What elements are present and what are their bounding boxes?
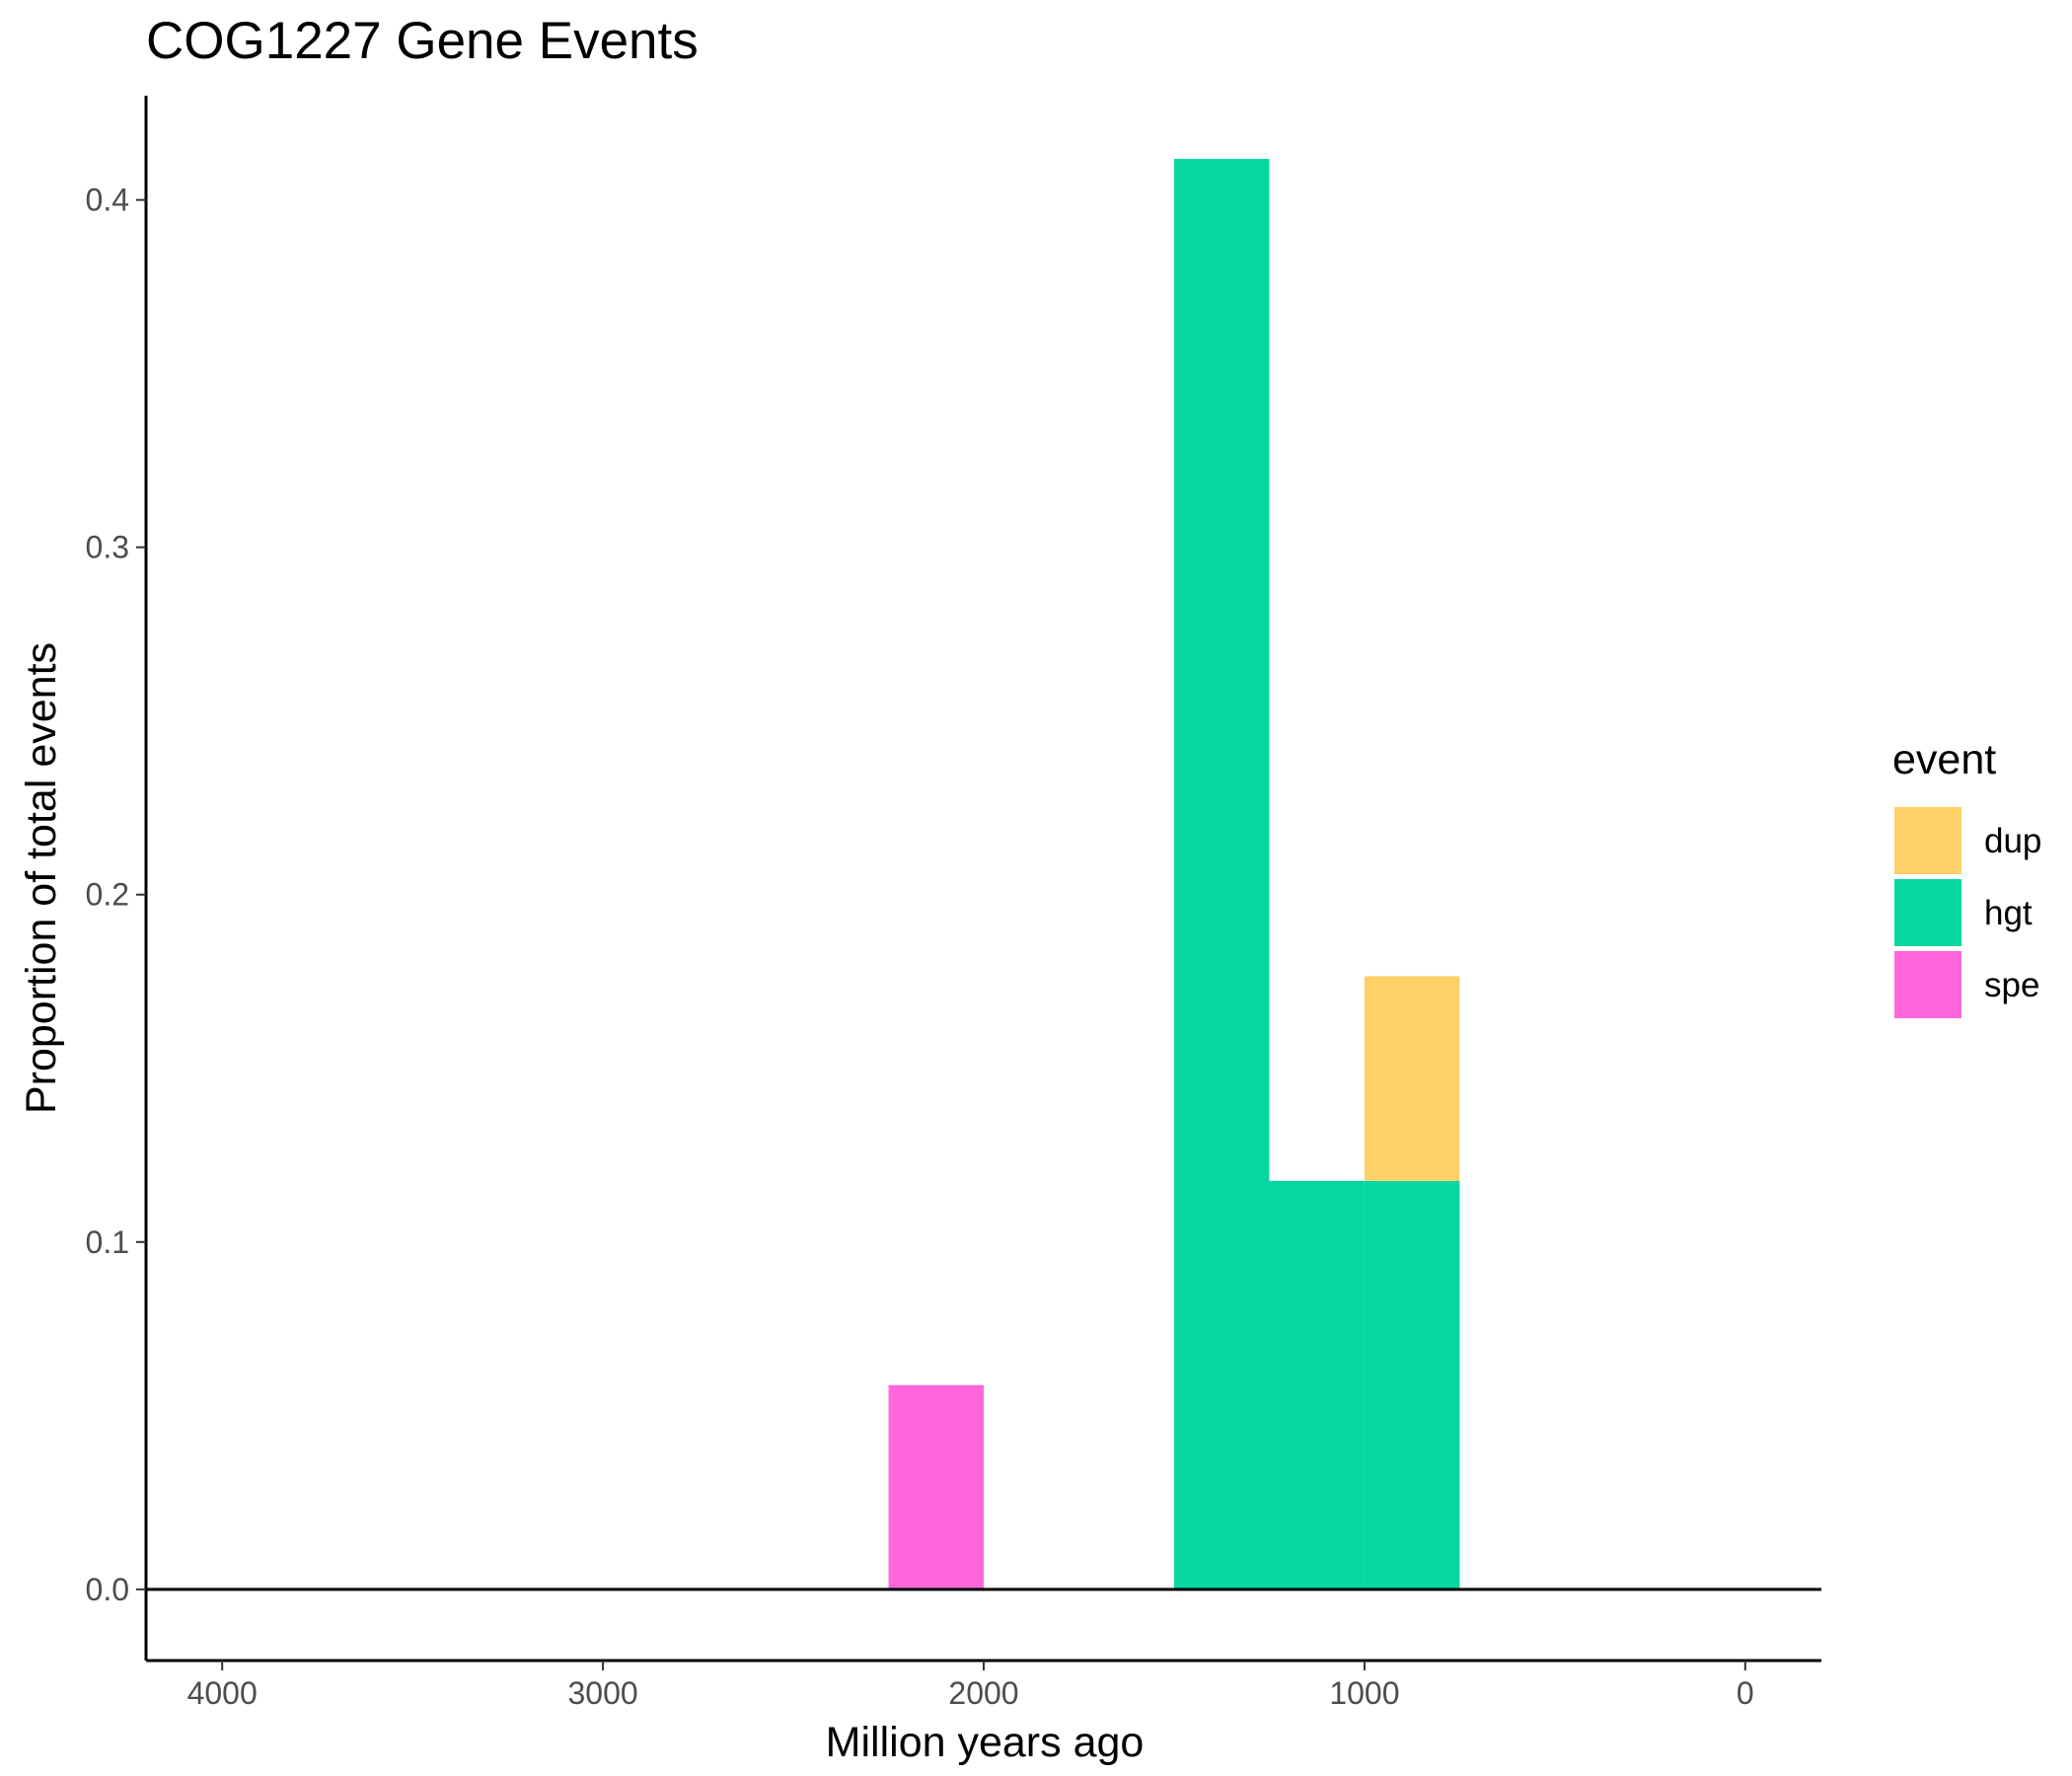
x-tick-label: 2000 — [948, 1675, 1018, 1711]
x-axis-title: Million years ago — [826, 1719, 1145, 1766]
y-tick-label: 0.0 — [86, 1572, 129, 1607]
legend-label-hgt: hgt — [1984, 894, 2033, 932]
x-tick-label: 0 — [1737, 1675, 1754, 1711]
x-tick-label: 1000 — [1329, 1675, 1399, 1711]
legend-label-spe: spe — [1984, 966, 2039, 1004]
bar-spe-0 — [888, 1384, 984, 1590]
legend-key-dup — [1894, 807, 1961, 874]
legend: event dup hgt spe — [1892, 736, 2041, 1018]
bar-dup-4 — [1364, 976, 1460, 1181]
x-tick-label: 4000 — [187, 1675, 258, 1711]
y-tick-label: 0.3 — [86, 530, 129, 565]
y-tick-label: 0.2 — [86, 877, 129, 913]
legend-label-dup: dup — [1984, 822, 2041, 860]
y-tick-label: 0.1 — [86, 1224, 129, 1260]
legend-key-hgt — [1894, 879, 1961, 946]
bar-hgt-1 — [1173, 159, 1270, 1590]
x-axis-ticks: 4000 3000 2000 1000 0 — [187, 1661, 1754, 1711]
legend-title: event — [1892, 736, 1996, 783]
x-tick-label: 3000 — [567, 1675, 637, 1711]
y-tick-label: 0.4 — [86, 183, 129, 218]
bar-hgt-2 — [1269, 1180, 1365, 1590]
bars-layer — [888, 159, 1460, 1590]
y-axis-ticks: 0.0 0.1 0.2 0.3 0.4 — [86, 183, 146, 1607]
bar-hgt-3 — [1364, 1180, 1460, 1590]
y-axis-title: Proportion of total events — [18, 642, 65, 1114]
legend-key-spe — [1894, 951, 1961, 1018]
chart-title: COG1227 Gene Events — [146, 12, 699, 70]
